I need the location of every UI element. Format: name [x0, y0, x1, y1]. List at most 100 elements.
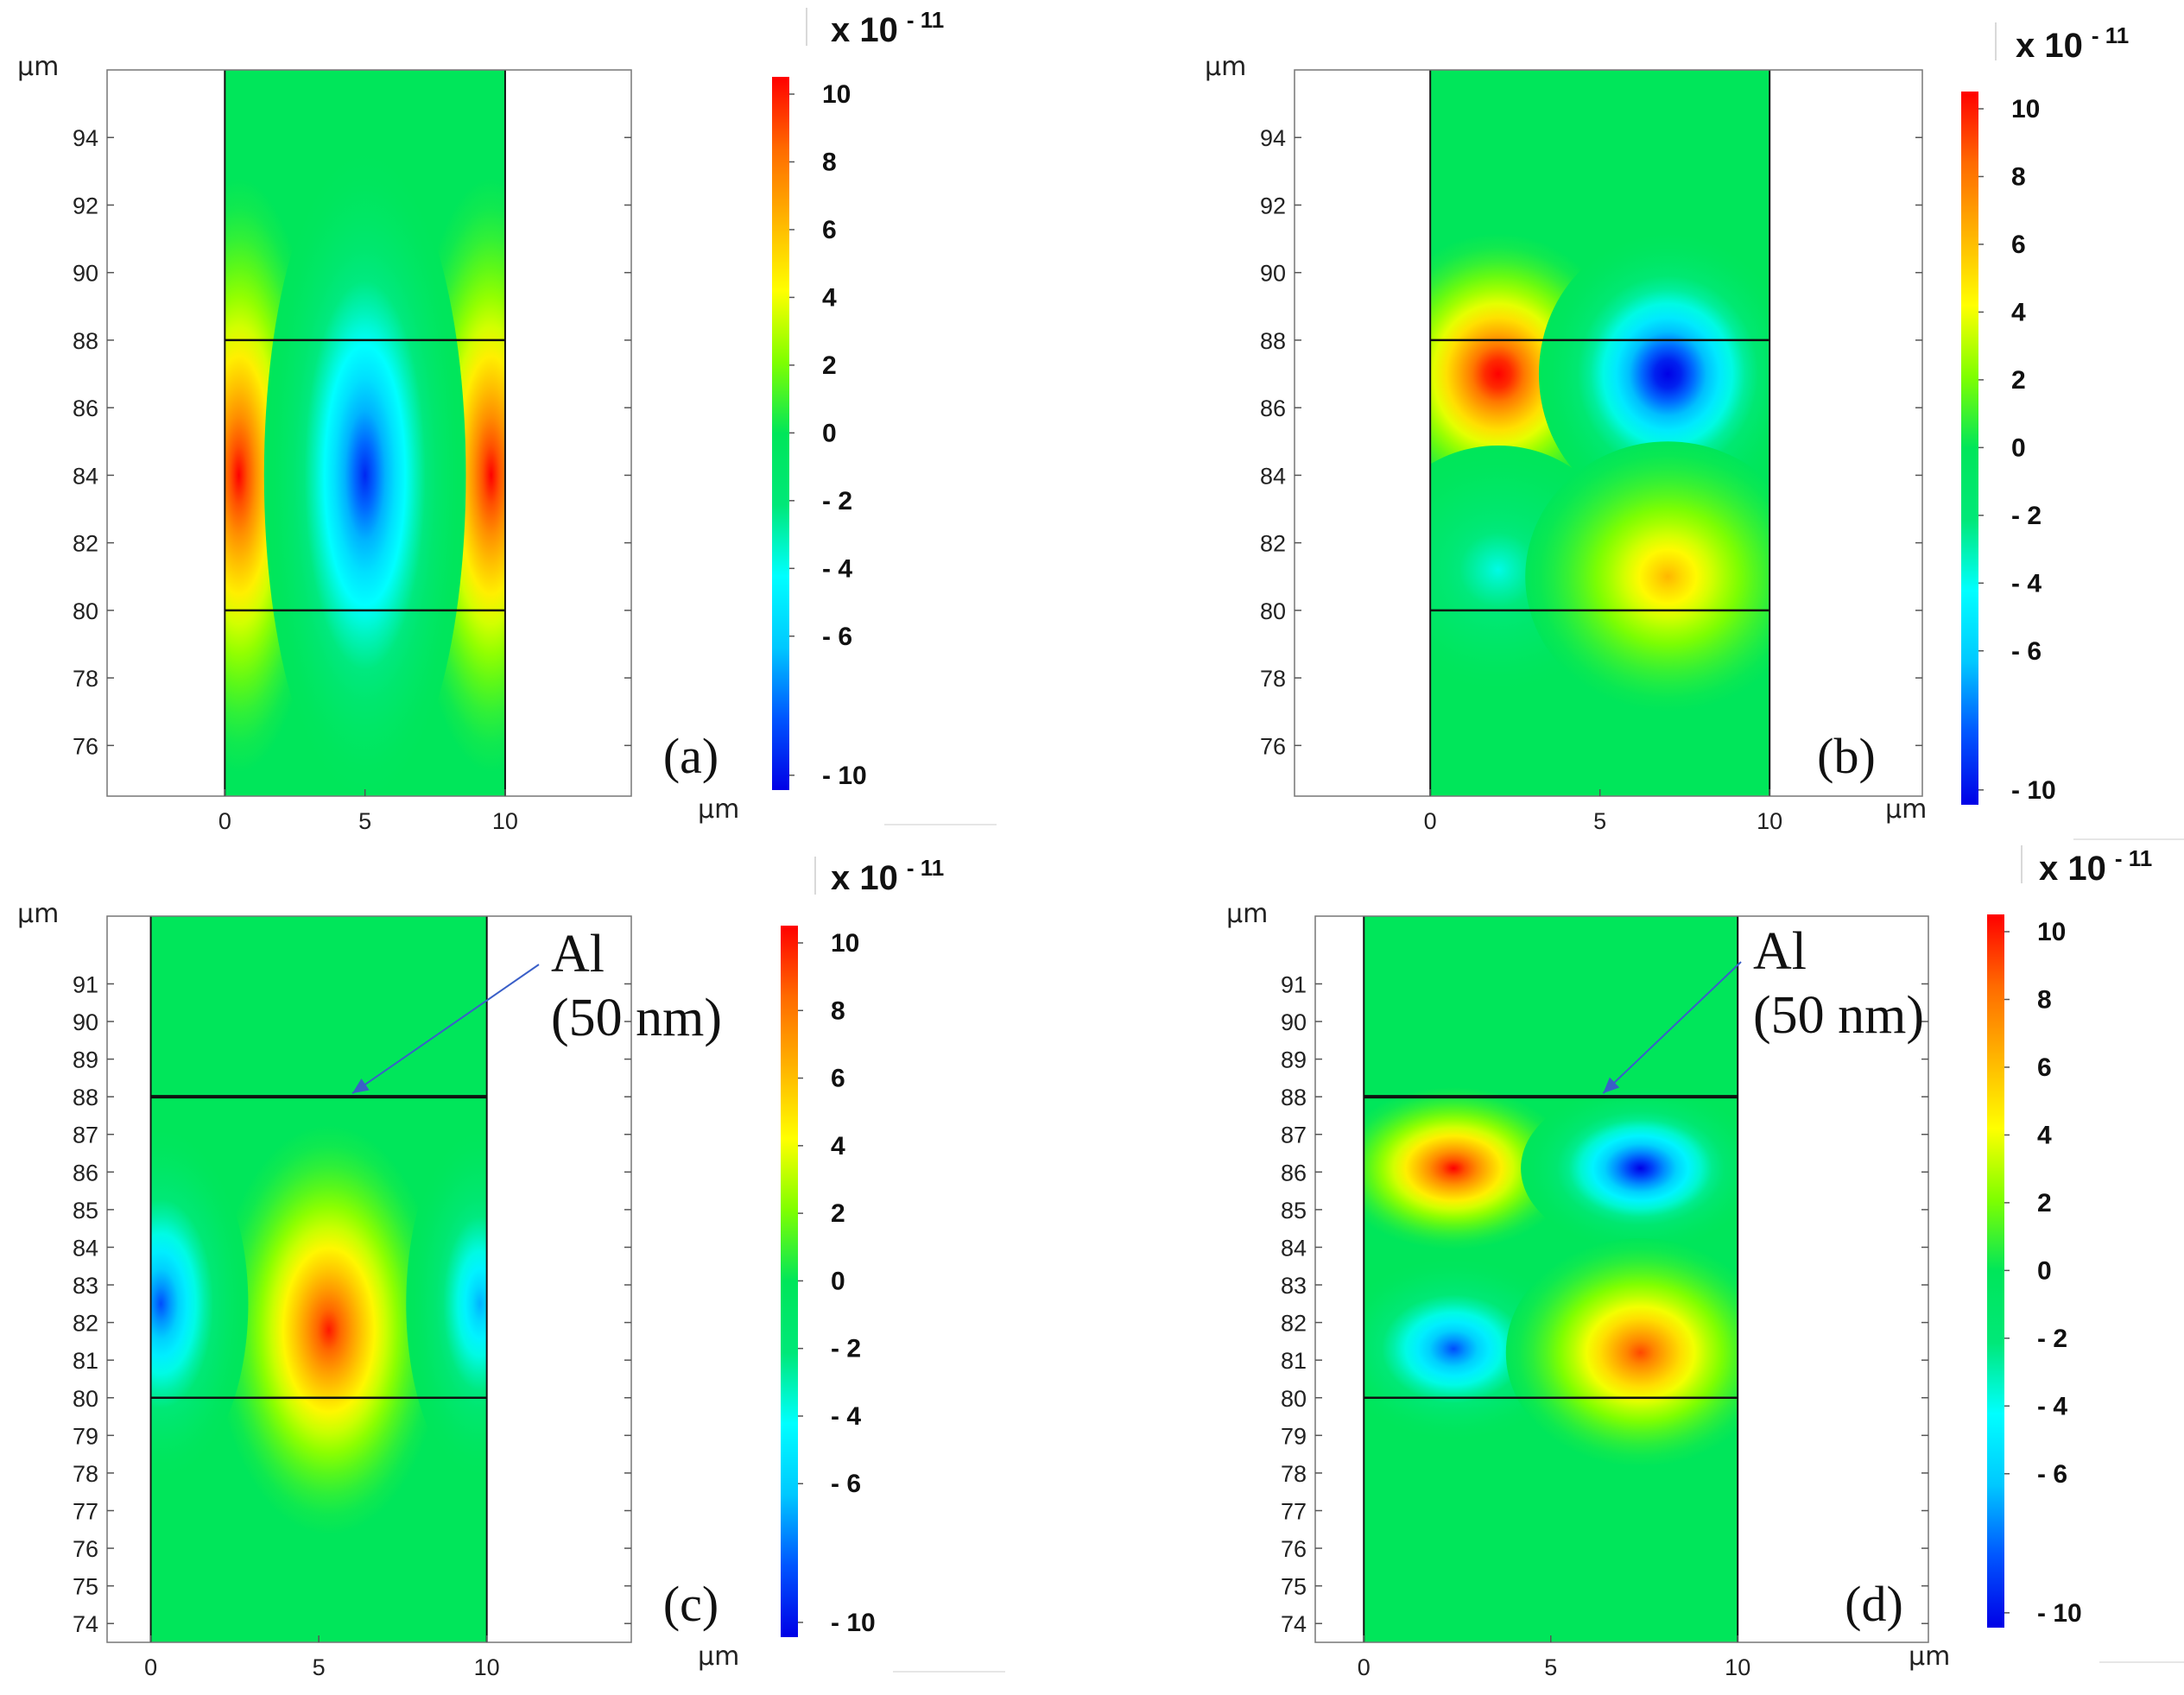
- panel-c-y-tick-label: 82: [73, 1311, 98, 1337]
- panel-a-y-tick-label: 88: [73, 328, 98, 354]
- panel-d-y-tick-label: 78: [1281, 1461, 1307, 1487]
- panel-c-axes-frame: [106, 915, 632, 1643]
- panel-b-colorbar-tick-label: 2: [2011, 366, 2026, 395]
- panel-c-colorbar-tick-label: 4: [831, 1132, 845, 1161]
- panel-b-colorbar-scale: x 10 - 11: [2016, 22, 2129, 65]
- panel-c-colorbar-tick-label: 10: [831, 929, 859, 958]
- panel-c-panel-label: (c): [663, 1576, 719, 1632]
- panel-c-y-tick-label: 83: [73, 1273, 98, 1299]
- panel-d-y-unit: μm: [1226, 899, 1268, 929]
- panel-a-colorbar-tick-label: 10: [822, 80, 851, 109]
- panel-d-field-positive-lobe: [1364, 1086, 1573, 1250]
- panel-b-y-tick-label: 88: [1260, 328, 1286, 354]
- panel-a-y-tick-label: 76: [73, 733, 98, 759]
- panel-c-colorbar-tick-label: 6: [831, 1065, 845, 1093]
- panel-d-annotation-arrow: [1602, 961, 1742, 1094]
- panel-b-colorbar: [1961, 92, 1978, 805]
- panel-d-x-tick-label: 5: [1544, 1654, 1557, 1680]
- panel-a-colorbar-tick-label: 2: [822, 351, 837, 380]
- panel-d-colorbar-tick-label: 2: [2037, 1189, 2052, 1217]
- panel-c-y-tick-label: 85: [73, 1198, 98, 1224]
- panel-a-y-unit: μm: [17, 52, 59, 82]
- panel-a-colorbar-tick-label: 6: [822, 216, 837, 244]
- panel-d-y-tick-label: 81: [1281, 1348, 1307, 1374]
- panel-b-x-unit: μm: [1885, 794, 1927, 825]
- panel-b-y-tick-label: 86: [1260, 395, 1286, 421]
- panel-d-annotation-arrowhead: [1603, 1077, 1620, 1094]
- panel-d-y-tick-label: 86: [1281, 1160, 1307, 1186]
- panel-b-x-tick-label: 0: [1424, 808, 1437, 834]
- panel-c-y-tick-label: 78: [73, 1461, 98, 1487]
- panel-a-colorbar-tick-label: - 10: [822, 762, 867, 790]
- panel-a-axes-frame: [106, 69, 632, 797]
- panel-d-y-tick-label: 84: [1281, 1235, 1307, 1261]
- panel-b-y-tick-label: 80: [1260, 598, 1286, 624]
- panel-c-x-tick-label: 0: [144, 1654, 157, 1680]
- panel-b-colorbar-tick-label: 6: [2011, 231, 2026, 259]
- panel-c-colorbar: [781, 926, 798, 1637]
- panel-a-y-tick-label: 80: [73, 598, 98, 624]
- panel-a-colorbar-scale-exponent: - 11: [907, 7, 944, 33]
- panel-c-colorbar-scale-base: x 10: [831, 859, 898, 897]
- panel-d-y-tick-label: 80: [1281, 1386, 1307, 1412]
- panel-d-colorbar-tick-label: 4: [2037, 1121, 2052, 1149]
- panel-a-y-tick-label: 82: [73, 531, 98, 557]
- panel-c-colorbar-tick-label: - 2: [831, 1335, 861, 1363]
- panel-b-colorbar-tick-label: 0: [2011, 433, 2026, 462]
- panel-b-axes-frame: [1294, 69, 1923, 797]
- panel-d-y-tick-label: 90: [1281, 1009, 1307, 1035]
- panel-d-x-tick-label: 10: [1725, 1654, 1750, 1680]
- panel-c-y-tick-label: 91: [73, 971, 98, 997]
- panel-c-colorbar-scale-exponent: - 11: [907, 855, 944, 881]
- panel-c-annotation-arrow: [351, 964, 540, 1094]
- panel-c-y-tick-label: 84: [73, 1235, 98, 1261]
- panel-c-annotation-arrowhead: [352, 1078, 370, 1094]
- panel-d-colorbar-tick-label: - 4: [2037, 1392, 2067, 1420]
- panel-d-colorbar-scale-exponent: - 11: [2115, 845, 2152, 871]
- panel-c-field-negative-lobe: [150, 1129, 249, 1478]
- panel-c-x-tick-label: 10: [474, 1654, 500, 1680]
- panel-a-panel-label: (a): [663, 728, 719, 784]
- panel-b-colorbar-tick-label: - 10: [2011, 776, 2056, 805]
- panel-b-field-positive-lobe: [1525, 441, 1770, 712]
- panel-a-y-tick-label: 84: [73, 463, 98, 489]
- panel-d-x-unit: μm: [1909, 1641, 1950, 1672]
- panel-d-colorbar: [1987, 914, 2004, 1628]
- panel-d-y-tick-label: 88: [1281, 1085, 1307, 1110]
- panel-a-y-tick-label: 78: [73, 666, 98, 692]
- panel-b-field-negative-lobe: [1538, 233, 1770, 515]
- panel-b-y-tick-label: 78: [1260, 666, 1286, 692]
- panel-a-x-tick-label: 0: [218, 808, 231, 834]
- panel-c-field-positive-lobe: [214, 1125, 444, 1535]
- panel-d-y-tick-label: 82: [1281, 1311, 1307, 1337]
- panel-d-y-tick-label: 83: [1281, 1273, 1307, 1299]
- panel-a-colorbar-tick-label: 0: [822, 419, 837, 447]
- panel-b-colorbar-tick-label: - 2: [2011, 502, 2042, 530]
- panel-a-y-tick-label: 94: [73, 125, 98, 151]
- panel-a-colorbar-tick-label: - 4: [822, 554, 852, 583]
- panel-d-y-tick-label: 76: [1281, 1536, 1307, 1562]
- panel-b-y-tick-label: 84: [1260, 463, 1286, 489]
- panel-c-colorbar-tick-label: 2: [831, 1199, 845, 1228]
- panel-d-field-negative-lobe: [1521, 1086, 1738, 1250]
- panel-c-y-tick-label: 77: [73, 1498, 98, 1524]
- panel-c-colorbar-tick-label: - 4: [831, 1402, 861, 1431]
- panel-a-colorbar-tick-label: 4: [822, 283, 837, 312]
- panel-d-colorbar-tick-label: 0: [2037, 1256, 2052, 1285]
- panel-a-x-tick-label: 10: [492, 808, 518, 834]
- panel-b-y-unit: μm: [1205, 52, 1246, 82]
- panel-d-field-positive-lobe: [1505, 1238, 1738, 1467]
- panel-a-colorbar-scale-base: x 10: [831, 11, 898, 49]
- panel-b-y-tick-label: 94: [1260, 125, 1286, 151]
- panel-c-y-unit: μm: [17, 899, 59, 929]
- panel-d-y-tick-label: 87: [1281, 1123, 1307, 1148]
- panel-a-field-negative-lobe: [263, 150, 466, 796]
- panel-c-y-tick-label: 76: [73, 1536, 98, 1562]
- panel-c-x-unit: μm: [698, 1641, 739, 1672]
- panel-a-y-tick-label: 92: [73, 193, 98, 218]
- panel-d-y-tick-label: 89: [1281, 1047, 1307, 1073]
